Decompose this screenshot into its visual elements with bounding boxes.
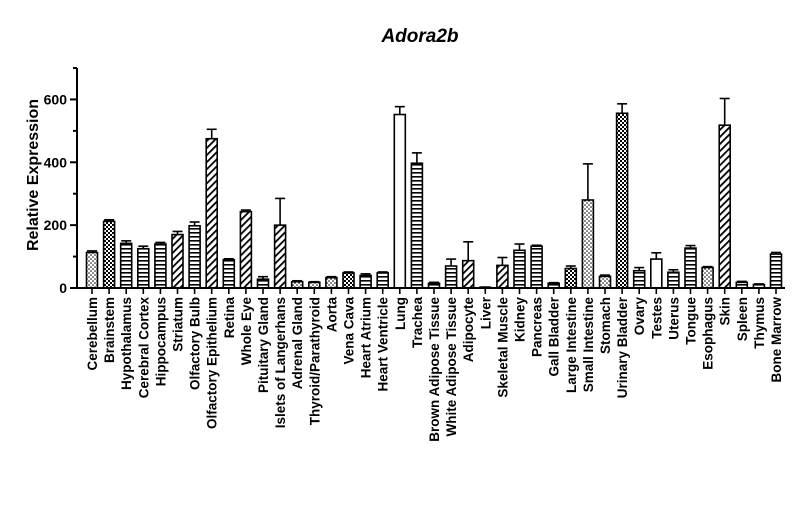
- x-tick-label: Pituitary Gland: [256, 297, 271, 393]
- x-tick-label: Urinary Bladder: [615, 296, 630, 398]
- bar-olfactory-bulb: [188, 224, 201, 289]
- bar-olfactory-epithelium: [205, 137, 218, 289]
- bar-whole-eye: [239, 210, 253, 289]
- x-tick-label: Retina: [222, 297, 237, 339]
- bar-skin: [718, 124, 732, 289]
- x-tick-label: Gall Bladder: [547, 296, 562, 376]
- bar-stomach: [598, 275, 612, 289]
- x-tick-label: Uterus: [666, 297, 681, 340]
- bar-esophagus: [701, 266, 714, 289]
- bar-pancreas: [530, 245, 543, 289]
- x-axis: Cerebellum Brainstem Hypothalamus Cerebral …: [77, 287, 785, 442]
- y-tick-label: 400: [44, 154, 68, 170]
- bar-brainstem: [102, 220, 116, 289]
- x-tick-label: Olfactory Bulb: [188, 297, 203, 390]
- bar-tongue: [684, 247, 697, 289]
- y-tick-label: 600: [44, 91, 68, 107]
- x-tick-label: Skin: [718, 297, 733, 326]
- x-tick-label: Brainstem: [102, 297, 117, 363]
- bar-kidney: [513, 249, 526, 289]
- bar-hypothalamus: [119, 242, 133, 289]
- bar-lung: [393, 113, 407, 289]
- bar-vena-cava: [342, 272, 355, 289]
- x-tick-label: Lung: [393, 297, 408, 330]
- bar-islets-of-langerhans: [273, 224, 287, 289]
- bar-ovary: [632, 269, 646, 289]
- x-tick-label: Esophagus: [701, 297, 716, 370]
- y-tick-label: 200: [44, 217, 68, 233]
- x-tick-label: Brown Adipose Tissue: [427, 297, 442, 442]
- y-axis-label: Relative Expression: [25, 99, 42, 251]
- bar-heart-atrium: [359, 274, 372, 289]
- bar-striatum: [171, 233, 184, 289]
- x-tick-label: Adipocyte: [461, 297, 476, 363]
- x-tick-label: Vena Cava: [342, 297, 357, 365]
- x-tick-label: Spleen: [735, 297, 750, 341]
- x-tick-label: White Adipose Tissue: [444, 297, 459, 437]
- x-tick-label: Striatum: [171, 297, 186, 352]
- bar-adipocyte: [461, 259, 475, 289]
- x-tick-label: Islets of Langerhans: [273, 297, 288, 428]
- bar-large-intestine: [564, 267, 578, 289]
- y-tick-label: 0: [59, 280, 67, 296]
- x-tick-label: Ovary: [632, 297, 647, 336]
- x-tick-label: Small Intestine: [581, 297, 596, 393]
- bar-trachea: [410, 162, 424, 289]
- bar-white-adipose-tissue: [444, 265, 458, 289]
- x-tick-label: Thymus: [752, 297, 767, 349]
- x-tick-label: Skeletal Muscle: [495, 297, 510, 398]
- x-tick-label: Adrenal Gland: [290, 297, 305, 389]
- x-tick-label: Pancreas: [530, 297, 545, 357]
- x-tick-label: Bone Marrow: [769, 297, 784, 383]
- x-tick-label: Cerebellum: [85, 297, 100, 371]
- bar-pituitary-gland: [256, 278, 270, 289]
- x-tick-label: Liver: [478, 296, 493, 329]
- bar-heart-ventricle: [376, 272, 390, 289]
- bars: [85, 97, 783, 289]
- chart-title: Adora2b: [380, 26, 458, 47]
- bar-uterus: [667, 271, 680, 289]
- x-tick-label: Stomach: [598, 297, 613, 354]
- bar-retina: [222, 258, 236, 289]
- x-tick-label: Whole Eye: [239, 297, 254, 366]
- bar-hippocampus: [154, 243, 167, 289]
- bar-cerebellum: [85, 251, 99, 289]
- y-axis: 0 200 400 600: [44, 67, 78, 296]
- bar-testes: [649, 258, 663, 289]
- bar-aorta: [325, 276, 338, 289]
- x-tick-label: Olfactory Epithelium: [205, 297, 220, 429]
- x-tick-label: Kidney: [513, 297, 528, 343]
- x-tick-label: Hippocampus: [153, 297, 168, 386]
- x-tick-label: Thyroid/Parathyroid: [307, 297, 322, 425]
- bar-bone-marrow: [769, 253, 783, 289]
- bar-cerebral-cortex: [137, 247, 150, 289]
- x-tick-label: Tongue: [684, 297, 699, 345]
- x-tick-label: Hypothalamus: [119, 297, 134, 390]
- x-tick-label: Cerebral Cortex: [136, 297, 151, 399]
- bar-skeletal-muscle: [496, 264, 509, 289]
- x-tick-label: Aorta: [324, 297, 339, 333]
- bar-small-intestine: [581, 199, 595, 289]
- x-tick-label: Heart Ventricle: [376, 297, 391, 392]
- x-tick-label: Trachea: [410, 297, 425, 349]
- x-tick-label: Large Intestine: [564, 297, 579, 394]
- x-tick-label: Testes: [649, 297, 664, 339]
- bar-urinary-bladder: [615, 112, 629, 289]
- x-tick-label: Heart Atrium: [359, 297, 374, 378]
